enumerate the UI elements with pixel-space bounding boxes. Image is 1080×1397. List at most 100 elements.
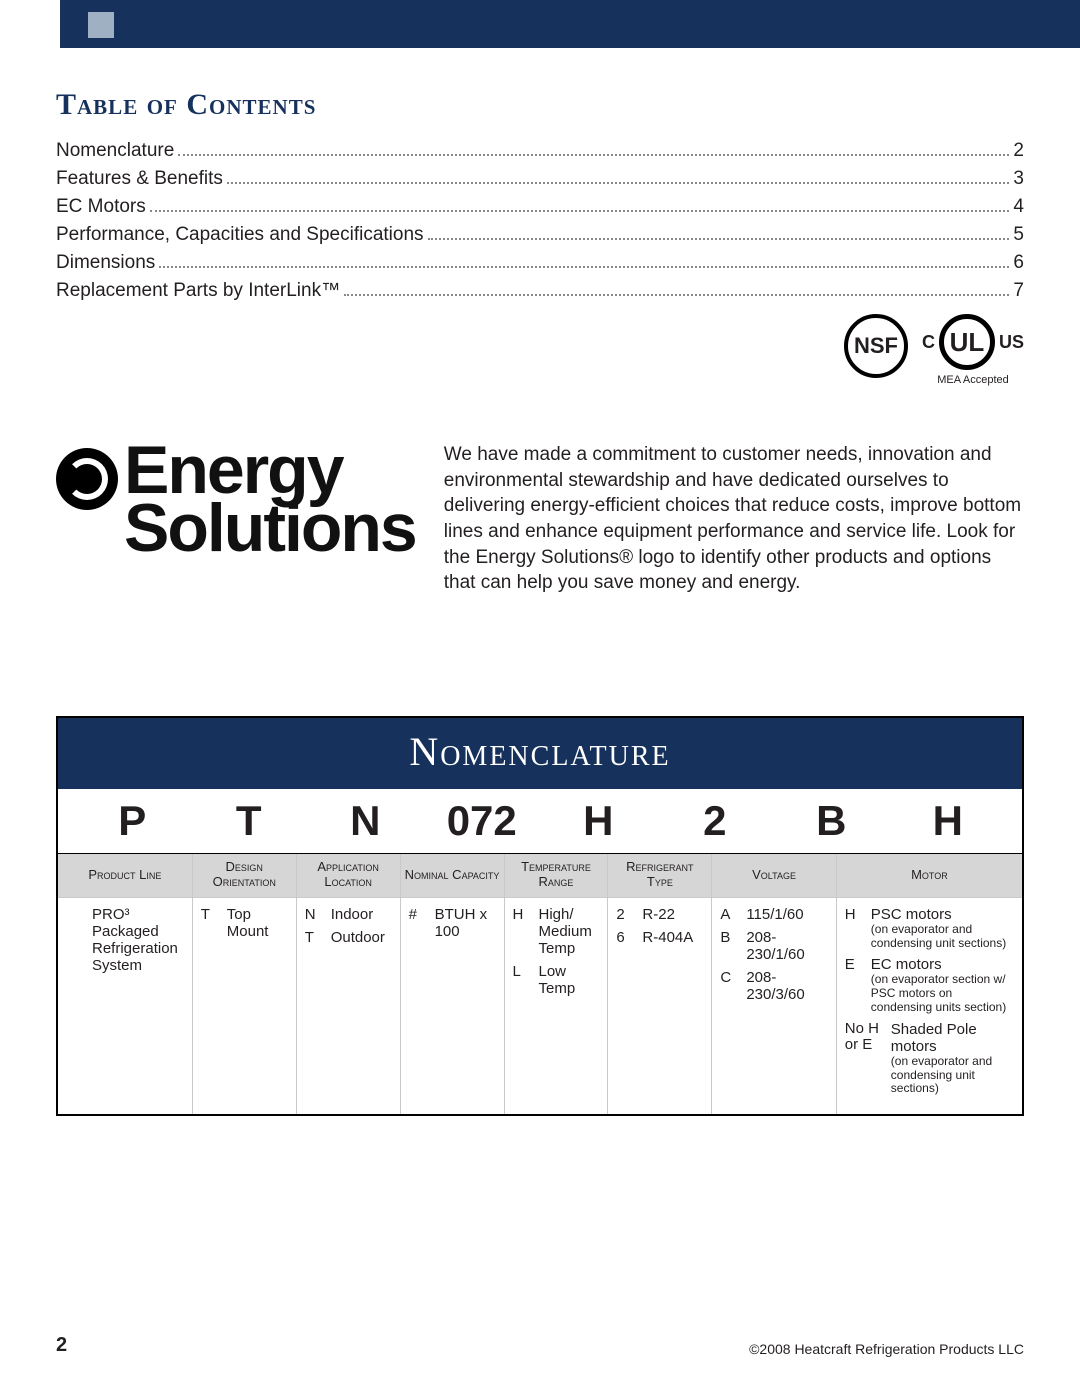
toc-leader-dots: [227, 169, 1010, 184]
toc-item-page: 4: [1013, 196, 1024, 218]
nomenclature-key: T: [201, 906, 219, 940]
toc-title: Table of Contents: [56, 88, 1024, 122]
certification-row: NSF C UL US MEA Accepted: [56, 314, 1024, 386]
energy-logo-line2: Solutions: [124, 500, 416, 558]
nomenclature-column-head: Motor: [837, 854, 1022, 898]
nomenclature-row: 6R-404A: [616, 929, 703, 946]
nomenclature-key: H: [513, 906, 531, 957]
nomenclature-column-body: 2R-22 6R-404A: [608, 898, 711, 946]
nomenclature-row: 2R-22: [616, 906, 703, 923]
nomenclature-column-body: NIndoorTOutdoor: [297, 898, 400, 946]
nomenclature-column-body: HPSC motors(on evaporator and condensing…: [837, 898, 1022, 1096]
nomenclature-row: N Indoor: [305, 906, 392, 923]
nomenclature-table: Product Line PRO³ Packaged Refrigeration …: [58, 854, 1022, 1114]
nomenclature-code-cell: H: [540, 797, 657, 845]
top-bar: [60, 0, 1080, 48]
nomenclature-row: TTop Mount: [201, 906, 288, 940]
nomenclature-row: A115/1/60: [720, 906, 827, 923]
toc-leader-dots: [344, 281, 1009, 296]
toc-leader-dots: [159, 253, 1009, 268]
toc-item-page: 2: [1013, 140, 1024, 162]
nomenclature-key: A: [720, 906, 738, 923]
nomenclature-column-body: #BTUH x 100: [401, 898, 504, 940]
nomenclature-row: PRO³ Packaged Refrigeration System: [66, 906, 184, 974]
nomenclature-column-head: Design Orientation: [193, 854, 296, 898]
page-number: 2: [56, 1334, 67, 1357]
toc-item: EC Motors4: [56, 196, 1024, 218]
energy-solutions-logo: Energy Solutions: [56, 442, 416, 558]
nomenclature-value: Indoor: [331, 906, 392, 923]
toc-leader-dots: [178, 141, 1009, 156]
nomenclature-key: 6: [616, 929, 634, 946]
toc-leader-dots: [150, 197, 1010, 212]
toc-item: Features & Benefits 3: [56, 168, 1024, 190]
nomenclature-column: Motor HPSC motors(on evaporator and conde…: [837, 854, 1022, 1114]
nomenclature-row: HPSC motors(on evaporator and condensing…: [845, 906, 1014, 951]
mea-label: MEA Accepted: [937, 374, 1009, 386]
nomenclature-key: #: [409, 906, 427, 940]
nomenclature-value: Top Mount: [227, 906, 288, 940]
nomenclature-code-cell: B: [773, 797, 890, 845]
nomenclature-key: 2: [616, 906, 634, 923]
toc-item-label: Replacement Parts by InterLink™: [56, 280, 340, 302]
nsf-icon: NSF: [844, 314, 908, 378]
nomenclature-code-cell: P: [74, 797, 191, 845]
nomenclature-column: Nominal Capacity #BTUH x 100: [401, 854, 505, 1114]
nomenclature-row: B208-230/1/60: [720, 929, 827, 963]
energy-description: We have made a commitment to customer ne…: [444, 442, 1024, 596]
nomenclature-key: T: [305, 929, 323, 946]
footer: 2 ©2008 Heatcraft Refrigeration Products…: [56, 1334, 1024, 1357]
nomenclature-row: #BTUH x 100: [409, 906, 496, 940]
copyright: ©2008 Heatcraft Refrigeration Products L…: [749, 1341, 1024, 1357]
toc-item: Nomenclature2: [56, 140, 1024, 162]
nomenclature-note: (on evaporator and condensing unit secti…: [891, 1055, 1014, 1096]
nomenclature-code-cell: H: [890, 797, 1007, 845]
nomenclature-key: No H or E: [845, 1021, 883, 1096]
nomenclature-column-body: TTop Mount: [193, 898, 296, 940]
nomenclature-column: Refrigerant Type 2R-22 6R-404A: [608, 854, 712, 1114]
toc-item-page: 7: [1013, 280, 1024, 302]
toc-list: Nomenclature2 Features & Benefits 3 EC Moto…: [56, 140, 1024, 302]
nomenclature-key: C: [720, 969, 738, 1003]
nomenclature-title: Nomenclature: [58, 718, 1022, 789]
toc-item-label: Performance, Capacities and Specificatio…: [56, 224, 424, 246]
nomenclature-column-head: Product Line: [58, 854, 192, 898]
nomenclature-column-head: Nominal Capacity: [401, 854, 504, 898]
nomenclature-value: Shaded Pole motors(on evaporator and con…: [891, 1021, 1014, 1096]
nomenclature-value: 208-230/1/60: [746, 929, 827, 963]
nomenclature-column: Temperature RangeHHigh/ Medium TempLLow …: [505, 854, 609, 1114]
swirl-icon: [56, 448, 118, 510]
toc-item: Performance, Capacities and Specificatio…: [56, 224, 1024, 246]
nomenclature-column-body: HHigh/ Medium TempLLow Temp: [505, 898, 608, 997]
nomenclature-column-body: A115/1/60B208-230/1/60C208-230/3/60: [712, 898, 835, 1003]
nomenclature-code-cell: N: [307, 797, 424, 845]
nomenclature-code-cell: T: [191, 797, 308, 845]
nomenclature-key: E: [845, 956, 863, 1014]
nomenclature-note: (on evaporator section w/ PSC motors on …: [871, 973, 1014, 1014]
nomenclature-key: L: [513, 963, 531, 997]
ul-us-label: US: [999, 332, 1024, 353]
nomenclature-column-head: Voltage: [712, 854, 835, 898]
toc-leader-dots: [428, 225, 1010, 240]
nomenclature-row: No H or EShaded Pole motors(on evaporato…: [845, 1021, 1014, 1096]
toc-item-label: Features & Benefits: [56, 168, 223, 190]
nomenclature-code-row: PTN072H2BH: [58, 789, 1022, 854]
nomenclature-column: VoltageA115/1/60B208-230/1/60C208-230/3/…: [712, 854, 836, 1114]
energy-solutions-block: Energy Solutions We have made a commitme…: [56, 442, 1024, 596]
nomenclature-column-body: PRO³ Packaged Refrigeration System: [58, 898, 192, 974]
nomenclature-column: Product Line PRO³ Packaged Refrigeration …: [58, 854, 193, 1114]
toc-item-page: 6: [1013, 252, 1024, 274]
toc-item: Dimensions6: [56, 252, 1024, 274]
toc-item-page: 3: [1013, 168, 1024, 190]
nomenclature-note: (on evaporator and condensing unit secti…: [871, 923, 1014, 951]
nomenclature-column-head: Refrigerant Type: [608, 854, 711, 898]
nomenclature-value: EC motors(on evaporator section w/ PSC m…: [871, 956, 1014, 1014]
nomenclature-value: High/ Medium Temp: [539, 906, 600, 957]
nomenclature-row: HHigh/ Medium Temp: [513, 906, 600, 957]
nomenclature-row: EEC motors(on evaporator section w/ PSC …: [845, 956, 1014, 1014]
nomenclature-key: N: [305, 906, 323, 923]
nomenclature-column: Application LocationNIndoorTOutdoor: [297, 854, 401, 1114]
toc-item: Replacement Parts by InterLink™ 7: [56, 280, 1024, 302]
nomenclature-key: H: [845, 906, 863, 951]
nomenclature-panel: Nomenclature PTN072H2BH Product Line PRO³…: [56, 716, 1024, 1116]
